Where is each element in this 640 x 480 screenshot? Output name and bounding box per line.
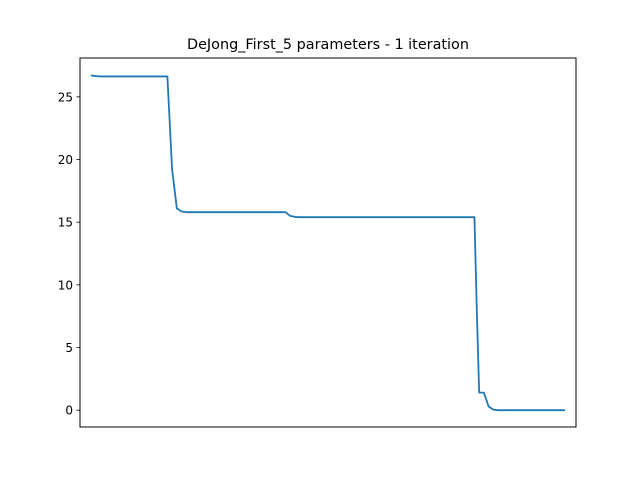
y-tick-label: 25 xyxy=(58,90,73,104)
y-axis: 0 5 10 15 20 25 xyxy=(58,90,80,418)
plot-frame xyxy=(79,57,577,428)
y-tick-label: 20 xyxy=(58,153,73,167)
chart-title: DeJong_First_5 parameters - 1 iteration xyxy=(187,37,469,53)
series-line-0 xyxy=(90,74,566,412)
y-tick-label: 15 xyxy=(58,216,73,230)
y-tick-label: 10 xyxy=(58,278,73,292)
plot-lines xyxy=(90,74,566,412)
y-tick-label: 0 xyxy=(65,404,73,418)
y-tick-label: 5 xyxy=(65,341,73,355)
